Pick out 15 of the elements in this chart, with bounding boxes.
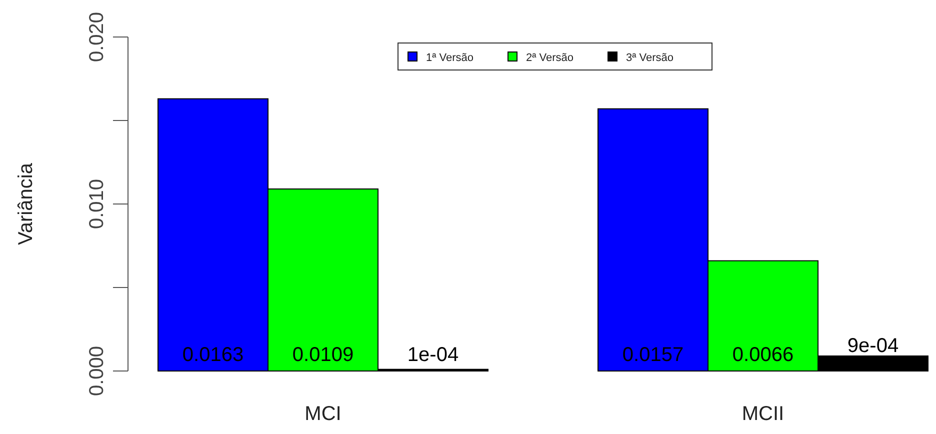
x-tick-label: MCII	[742, 403, 784, 425]
data-label: 0.0163	[182, 344, 244, 366]
data-label: 0.0157	[622, 344, 684, 366]
data-label: 9e-04	[847, 334, 899, 357]
y-tick-label: 0.010	[86, 178, 108, 230]
data-label: 0.0066	[732, 344, 794, 366]
x-tick-label: MCI	[304, 403, 342, 425]
y-tick-label: 0.000	[86, 346, 108, 396]
legend-label: 2ª Versão	[526, 52, 574, 64]
data-label: 0.0109	[292, 344, 354, 366]
y-tick-label: 0.020	[86, 12, 108, 62]
legend-label: 1ª Versão	[426, 52, 474, 64]
data-label: 1e-04	[407, 344, 459, 366]
legend-label: 3ª Versão	[626, 52, 674, 64]
y-axis-title: Variância	[15, 162, 37, 245]
